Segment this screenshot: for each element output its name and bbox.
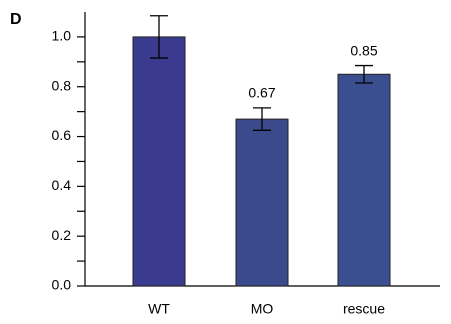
bar (337, 73, 391, 287)
y-tick-label: 0.0 (52, 277, 72, 293)
y-tick-label: 0.2 (52, 227, 72, 243)
y-tick-label: 1.0 (52, 28, 72, 44)
x-tick-label: MO (251, 301, 274, 317)
value-label: 0.67 (248, 85, 275, 101)
error-bar (253, 107, 271, 131)
bar (132, 36, 186, 287)
panel-label: D (10, 11, 22, 28)
x-tick-label: rescue (343, 301, 385, 317)
y-tick-label: 0.4 (52, 177, 72, 193)
y-tick-label: 0.8 (52, 77, 72, 93)
error-bar (150, 15, 168, 59)
x-tick-label: WT (148, 301, 170, 317)
y-tick-label: 0.6 (52, 127, 72, 143)
bar (235, 118, 289, 287)
value-label: 0.85 (350, 42, 377, 58)
error-bar (355, 64, 373, 84)
